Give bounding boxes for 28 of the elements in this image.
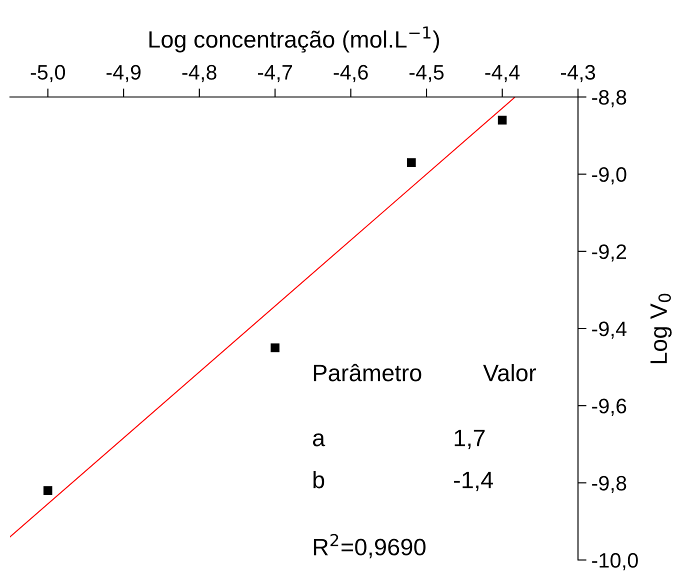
x-tick-label: -4,4 [485, 65, 520, 82]
point [43, 486, 52, 495]
y-tick-label: -9,2 [592, 244, 626, 262]
annotation: a [313, 433, 326, 446]
x-axis-title: Log concentração (mol.L$^{−1}$) [149, 26, 439, 53]
x-tick-label: -4,8 [182, 64, 216, 82]
annotation: 1,7 [454, 430, 485, 450]
x-tick-label: -4,3 [560, 64, 596, 82]
y-tick-label: -8,8 [592, 90, 626, 108]
x-tick-label: -5,0 [30, 64, 66, 82]
x-tick-label: -4,7 [258, 65, 292, 82]
x-tick-label: -4,5 [410, 65, 444, 82]
point [406, 158, 416, 167]
annotation: Valor [483, 364, 536, 382]
annotation: b [314, 470, 324, 488]
y-tick-label: -9,4 [592, 322, 626, 339]
x-tick-label: -4,6 [334, 64, 368, 82]
annotation: Parâmetro [314, 364, 422, 382]
annotation: R$^{2}$=0,9690 [314, 534, 426, 558]
y-tick-label: -10,0 [592, 553, 638, 570]
point [498, 116, 507, 125]
y-axis-title: Log V$_{0}$ [650, 294, 672, 364]
annotation: -1,4 [454, 472, 493, 492]
x-tick-label: -4,9 [106, 64, 141, 82]
y-tick-label: -9,6 [592, 398, 626, 416]
y-tick-label: -9,8 [592, 476, 626, 494]
y-tick-label: -9,0 [592, 167, 626, 184]
point [270, 343, 280, 352]
